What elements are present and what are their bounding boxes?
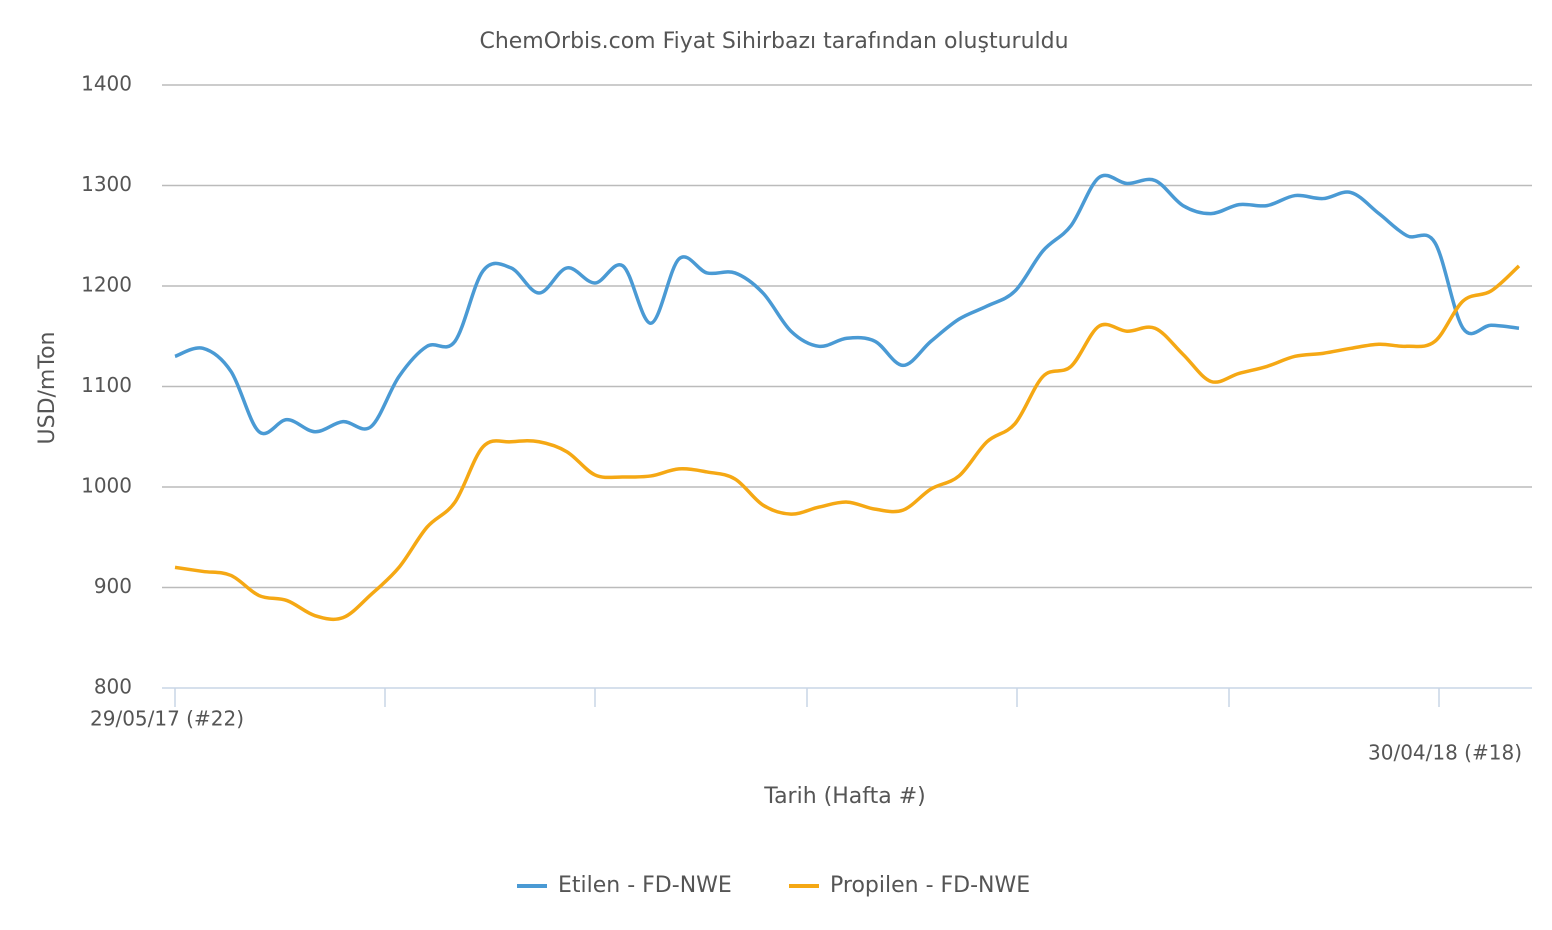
y-tick-label: 1200 [81,273,132,297]
y-tick-label: 1000 [81,474,132,498]
legend-label: Etilen - FD-NWE [558,873,732,898]
chart-title: ChemOrbis.com Fiyat Sihirbazı tarafından… [479,29,1068,54]
series-line [174,173,1520,436]
y-axis-title: USD/mTon [35,332,60,445]
x-axis-title: Tarih (Hafta #) [763,784,925,809]
y-tick-label: 800 [94,675,132,699]
x-axis-ticks [174,688,1440,707]
y-tick-label: 1300 [81,172,132,196]
y-tick-label: 1400 [81,72,132,96]
y-tick-label: 1100 [81,373,132,397]
series-line [174,264,1521,622]
x-tick-label: 29/05/17 (#22) [90,707,244,731]
x-tick-label: 30/04/18 (#18) [1368,741,1522,765]
y-tick-label: 900 [94,574,132,598]
legend-label: Propilen - FD-NWE [830,873,1030,898]
